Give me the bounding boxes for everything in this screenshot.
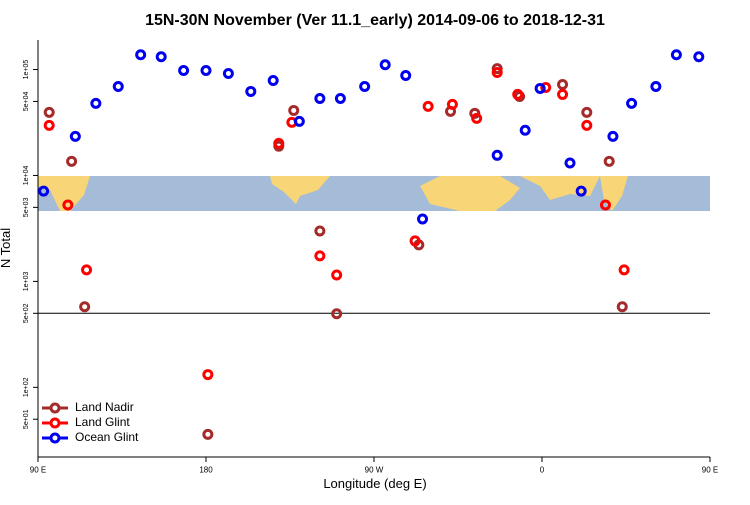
data-point [422,100,434,112]
data-point [400,69,412,81]
data-point [90,97,102,109]
data-point [273,137,285,149]
y-tick-label: 5e+01 [23,409,30,429]
data-point [293,115,305,127]
data-point [607,130,619,142]
data-point [202,369,214,381]
data-point [43,106,55,118]
data-point [557,79,569,91]
y-tick-label: 5e+02 [23,303,30,323]
data-point [331,308,343,320]
data-point [512,88,524,100]
data-point [62,199,74,211]
data-point [670,49,682,61]
y-tick-label: 5e+03 [23,197,30,217]
data-point [603,155,615,167]
data-point [491,67,503,79]
data-point [135,49,147,61]
data-point [446,98,458,110]
data-point [314,225,326,237]
x-tick-label: 90 E [30,466,46,475]
map-background [38,176,710,211]
legend-marker [49,432,61,444]
data-point [575,185,587,197]
data-point [178,65,190,77]
data-point [540,81,552,93]
legend-marker [49,417,61,429]
y-tick-label: 5e+04 [23,91,30,111]
data-point [616,301,628,313]
data-point [200,65,212,77]
data-point [81,264,93,276]
data-point [581,119,593,131]
data-point [599,199,611,211]
data-point [112,80,124,92]
data-point [650,80,662,92]
chart-title: 15N-30N November (Ver 11.1_early) 2014-0… [145,12,605,29]
data-point [417,213,429,225]
x-tick-label: 180 [199,466,213,475]
data-point [491,63,503,75]
data-point [379,59,391,71]
data-point [66,155,78,167]
data-point [267,74,279,86]
data-point [38,185,50,197]
legend-label: Ocean Glint [75,430,139,444]
data-point [564,157,576,169]
data-point [314,250,326,262]
data-point [69,130,81,142]
data-point [534,82,546,94]
data-point [245,85,257,97]
data-point [557,88,569,100]
data-point [693,51,705,63]
data-point [43,119,55,131]
legend-label: Land Nadir [75,400,134,414]
y-axis-label: N Total [0,228,13,268]
data-point [331,269,343,281]
y-tick-label: 1e+03 [23,271,30,291]
x-axis-label: Longitude (deg E) [323,476,426,491]
data-point [409,235,421,247]
data-point [471,112,483,124]
y-tick-label: 1e+02 [23,377,30,397]
data-point [626,97,638,109]
y-tick-label: 1e+05 [23,60,30,80]
data-point [202,428,214,440]
data-point [334,92,346,104]
x-tick-label: 90 W [365,466,384,475]
data-point [314,92,326,104]
data-point [581,106,593,118]
legend-marker [49,402,61,414]
y-tick-label: 1e+04 [23,166,30,186]
legend-label: Land Glint [75,415,130,429]
x-tick-label: 90 E [702,466,718,475]
data-point [618,264,630,276]
data-point [288,104,300,116]
data-point [79,301,91,313]
x-tick-label: 0 [540,466,545,475]
data-point [155,51,167,63]
data-point [491,149,503,161]
data-point [519,124,531,136]
data-point [359,80,371,92]
data-point [222,68,234,80]
